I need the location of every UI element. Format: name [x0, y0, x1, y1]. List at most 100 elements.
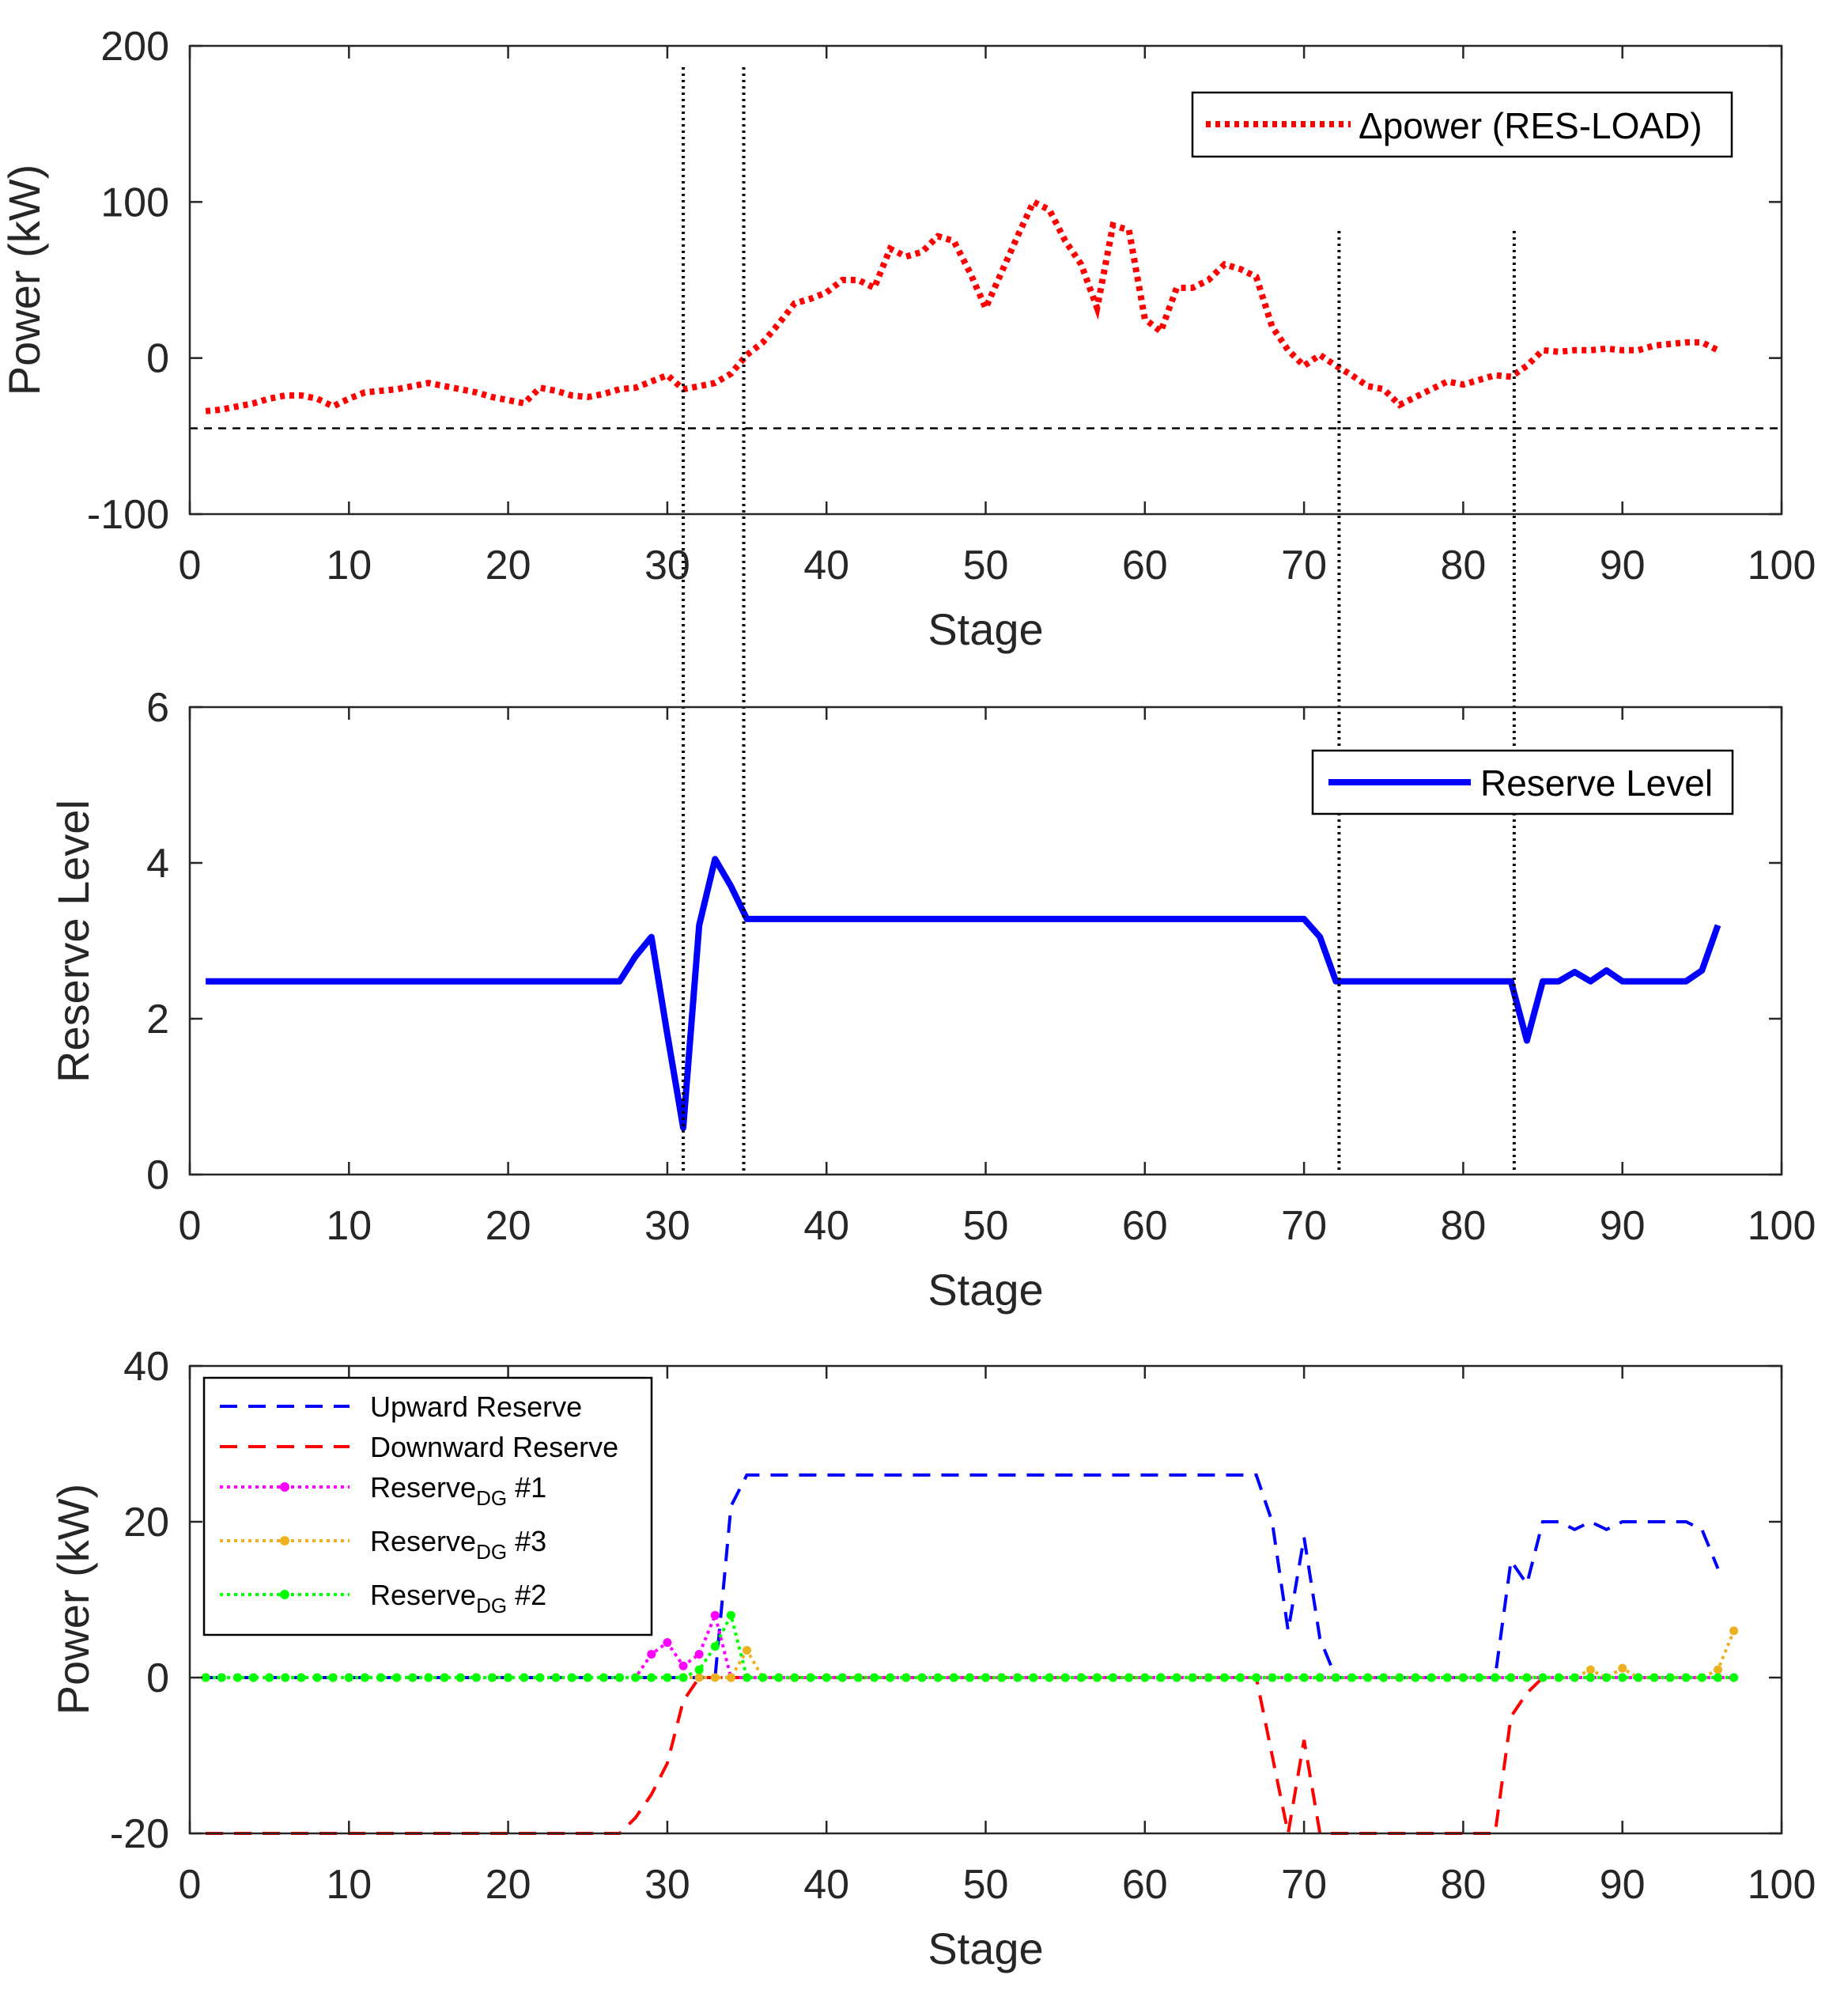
x-axis-title-middle: Stage: [928, 1265, 1043, 1315]
x-tick-label-top: 90: [1600, 543, 1646, 588]
legend-label-upward-reserve: Upward Reserve: [370, 1390, 582, 1423]
reserve-dg2-marker: [1268, 1673, 1277, 1682]
reserve-dg2-marker: [1554, 1673, 1563, 1682]
reserve-dg2-marker: [281, 1673, 290, 1682]
reserve-dg2-marker: [1379, 1673, 1389, 1682]
reserve-dg2-marker: [1411, 1673, 1420, 1682]
reserve-dg2-marker: [1045, 1673, 1054, 1682]
reserve-dg2-marker: [1395, 1673, 1404, 1682]
reserve-dg2-marker: [615, 1673, 625, 1682]
reserve-dg2-marker: [1681, 1673, 1691, 1682]
x-tick-label-top: 80: [1440, 543, 1486, 588]
axes-frame-top: [188, 44, 1783, 516]
reserve-dg2-marker: [1076, 1673, 1086, 1682]
reserve-dg1-marker: [678, 1661, 688, 1670]
reserve-dg2-marker: [1315, 1673, 1325, 1682]
reserve-dg2-marker: [232, 1673, 242, 1682]
reserve-dg1-marker: [710, 1610, 720, 1620]
y-tick-label-bottom: 20: [123, 1500, 169, 1545]
reserve-dg2-marker: [837, 1673, 847, 1682]
reserve-dg2-marker: [312, 1673, 322, 1682]
reserve-dg2-marker: [1522, 1673, 1532, 1682]
reserve-dg3-marker: [1713, 1665, 1722, 1674]
reserve-dg2-marker: [599, 1673, 608, 1682]
x-tick-label-bottom: 10: [326, 1862, 372, 1908]
reserve-dg2-marker: [1252, 1673, 1261, 1682]
reserve-dg2-marker: [1427, 1673, 1436, 1682]
reserve-dg2-marker: [1029, 1673, 1038, 1682]
y-tick-label-top: 0: [146, 336, 169, 382]
reserve-dg2-marker: [1713, 1673, 1722, 1682]
reserve-dg2-marker: [806, 1673, 815, 1682]
reserve-dg2-marker: [328, 1673, 338, 1682]
x-tick-label-bottom: 90: [1600, 1862, 1646, 1908]
x-axis-title-top: Stage: [928, 604, 1043, 654]
reserve-dg2-marker: [710, 1642, 720, 1651]
reserve-dg2-marker: [1283, 1673, 1293, 1682]
x-axis-title-bottom: Stage: [928, 1924, 1043, 1973]
reserve-dg1-marker: [647, 1649, 656, 1659]
y-tick-label-middle: 2: [146, 997, 169, 1042]
reserve-dg1-marker: [694, 1649, 704, 1659]
reserve-dg2-marker: [1060, 1673, 1070, 1682]
reserve-dg2-marker: [424, 1673, 433, 1682]
reserve-dg2-marker: [853, 1673, 863, 1682]
reserve-dg2-marker: [440, 1673, 449, 1682]
reserve-dg2-marker: [949, 1673, 958, 1682]
reserve-dg2-marker: [1634, 1673, 1643, 1682]
reserve-dg2-marker: [1124, 1673, 1134, 1682]
reserve-dg2-marker: [1506, 1673, 1516, 1682]
reserve-dg2-marker: [1092, 1673, 1102, 1682]
x-tick-label-bottom: 40: [803, 1862, 849, 1908]
legend-swatch-marker-reserve-dg2: [280, 1590, 289, 1599]
reserve-dg2-marker: [249, 1673, 259, 1682]
reserve-dg2-marker: [743, 1673, 752, 1682]
reserve-dg1-marker: [663, 1638, 672, 1648]
reserve-dg2-marker: [1729, 1673, 1739, 1682]
reserve-dg2-marker: [1697, 1673, 1706, 1682]
y-tick-label-middle: 0: [146, 1152, 169, 1198]
reserve-dg2-marker: [981, 1673, 990, 1682]
reserve-dg2-marker: [504, 1673, 513, 1682]
x-tick-label-bottom: 30: [644, 1862, 690, 1908]
delta-power-line: [205, 197, 1720, 414]
x-tick-label-top: 40: [803, 543, 849, 588]
x-tick-label-middle: 20: [486, 1203, 531, 1249]
reserve-dg2-marker: [1204, 1673, 1213, 1682]
x-tick-label-top: 100: [1748, 543, 1816, 588]
reserve-dg2-marker: [487, 1673, 497, 1682]
reserve-dg2-marker: [217, 1673, 226, 1682]
reserve-dg2-marker: [774, 1673, 784, 1682]
reserve-dg2-marker: [917, 1673, 927, 1682]
reserve-dg2-marker: [790, 1673, 799, 1682]
reserve-dg3-marker: [710, 1673, 720, 1682]
legend-label-downward-reserve: Downward Reserve: [370, 1431, 618, 1463]
reserve-dg2-marker: [1491, 1673, 1500, 1682]
reserve-dg2-marker: [1188, 1673, 1197, 1682]
legend-label-reserve-dg1: ReserveDG #1: [370, 1471, 546, 1510]
reserve-dg2-marker: [471, 1673, 481, 1682]
y-tick-label-top: 200: [100, 24, 169, 70]
x-tick-label-top: 50: [963, 543, 1009, 588]
legend-box-bottom: [202, 1376, 653, 1636]
reserve-dg2-marker: [201, 1673, 210, 1682]
reserve-dg2-marker: [1013, 1673, 1022, 1682]
x-tick-label-middle: 40: [803, 1203, 849, 1249]
reserve-dg2-marker: [1570, 1673, 1579, 1682]
y-axis-title-bottom: Power (kW): [48, 1484, 98, 1715]
x-tick-label-middle: 100: [1748, 1203, 1816, 1249]
x-tick-label-top: 20: [486, 543, 531, 588]
y-tick-label-bottom: -20: [110, 1811, 169, 1857]
x-tick-label-bottom: 50: [963, 1862, 1009, 1908]
reserve-dg2-marker: [1347, 1673, 1356, 1682]
legend-middle: Reserve Level: [1311, 749, 1734, 815]
reserve-dg2-marker: [1363, 1673, 1373, 1682]
reserve-dg2-marker: [1442, 1673, 1452, 1682]
x-tick-label-bottom: 60: [1122, 1862, 1168, 1908]
x-tick-label-top: 10: [326, 543, 372, 588]
reserve-dg2-marker: [631, 1673, 641, 1682]
reserve-dg2-marker: [1156, 1673, 1166, 1682]
x-tick-label-middle: 60: [1122, 1203, 1168, 1249]
reserve-dg2-marker: [694, 1665, 704, 1674]
